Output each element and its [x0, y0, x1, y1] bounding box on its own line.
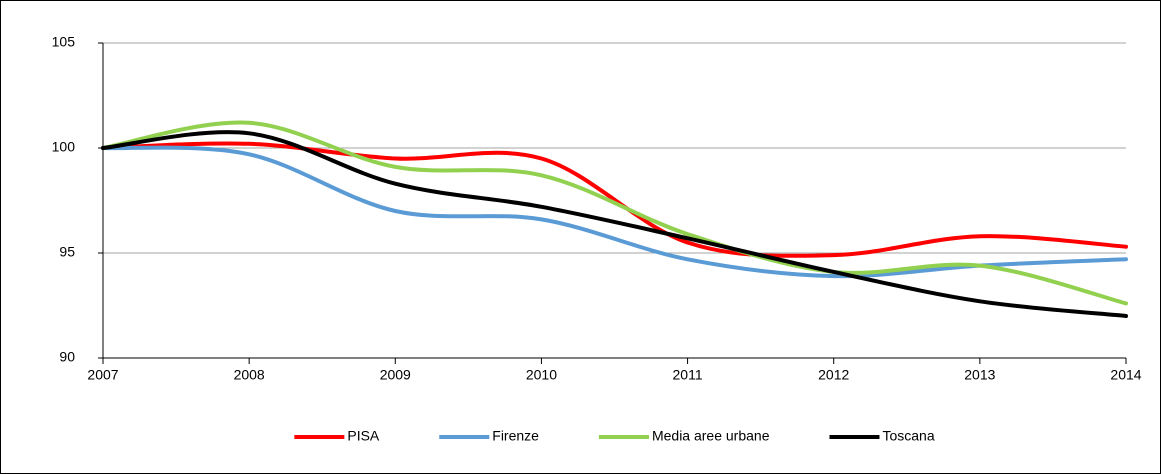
y-tick-label: 105	[52, 34, 76, 50]
legend-label: Toscana	[882, 428, 934, 444]
x-tick-label: 2007	[87, 367, 118, 383]
x-tick-label: 2010	[526, 367, 557, 383]
legend-label: Firenze	[492, 428, 539, 444]
y-tick-label: 95	[59, 244, 75, 260]
line-series	[101, 141, 1128, 258]
x-tick-label: 2014	[1110, 367, 1141, 383]
line-series	[101, 120, 1128, 306]
y-tick-label: 100	[52, 139, 76, 155]
x-tick-label: 2008	[234, 367, 265, 383]
x-tick-label: 2009	[380, 367, 411, 383]
line-series	[101, 145, 1128, 279]
x-tick-label: 2011	[673, 367, 703, 383]
line-series	[101, 130, 1128, 318]
y-tick-label: 90	[59, 349, 75, 365]
x-tick-label: 2012	[818, 367, 849, 383]
legend-label: Media aree urbane	[652, 428, 770, 444]
x-tick-label: 2013	[964, 367, 995, 383]
legend-label: PISA	[347, 428, 380, 444]
